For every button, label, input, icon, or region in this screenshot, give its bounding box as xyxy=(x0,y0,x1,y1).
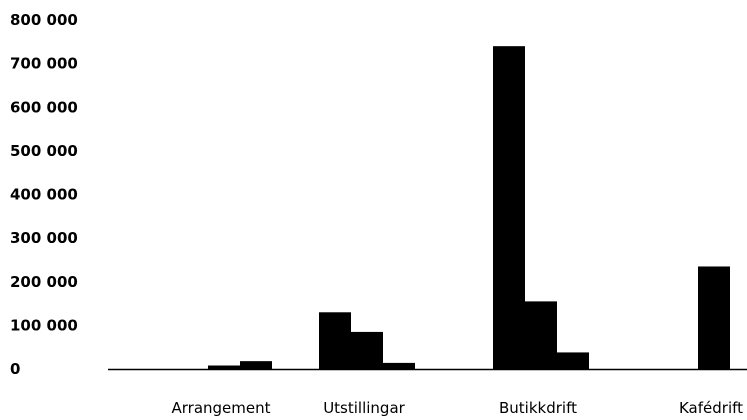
y-tick-label: 500 000 xyxy=(10,142,78,160)
y-tick-label: 300 000 xyxy=(10,229,78,247)
bar xyxy=(319,312,351,369)
bar xyxy=(525,301,557,369)
bar xyxy=(383,362,415,369)
y-tick-label: 400 000 xyxy=(10,186,78,204)
y-tick-label: 200 000 xyxy=(10,273,78,291)
bar xyxy=(208,365,240,369)
y-tick-label: 600 000 xyxy=(10,98,78,116)
y-axis-tick-labels: 0 100 000 200 000 300 000 400 000 500 000 600 … xyxy=(10,11,78,378)
x-axis-tick-labels: Arrangement Utstillingar Butikkdrift Kafédr… xyxy=(171,399,743,417)
bar xyxy=(351,331,383,369)
bar xyxy=(240,361,272,369)
y-tick-label: 800 000 xyxy=(10,11,78,29)
y-tick-label: 700 000 xyxy=(10,55,78,73)
x-tick-label: Utstillingar xyxy=(323,399,405,417)
bar xyxy=(698,266,730,369)
bar xyxy=(557,352,589,369)
x-tick-label: Kafédrift xyxy=(679,399,743,417)
x-tick-label: Butikkdrift xyxy=(499,399,577,417)
bar xyxy=(493,46,525,370)
y-tick-label: 100 000 xyxy=(10,316,78,334)
y-tick-label: 0 xyxy=(10,360,20,378)
x-tick-label: Arrangement xyxy=(171,399,270,417)
bars xyxy=(208,46,730,370)
